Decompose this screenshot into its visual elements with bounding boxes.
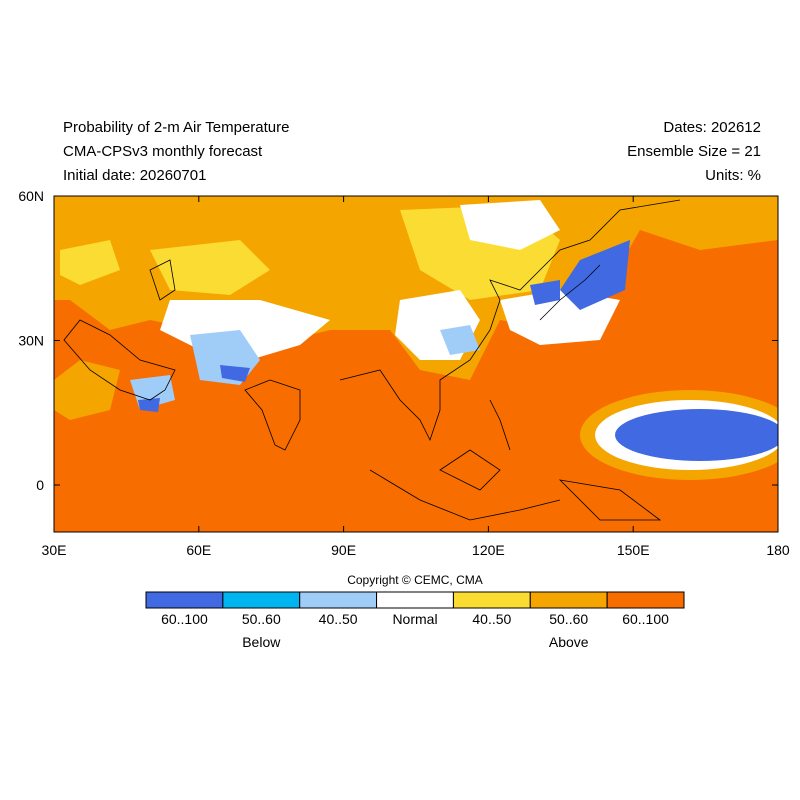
legend-label: 40..50	[319, 611, 358, 627]
map-frame	[53, 195, 779, 533]
legend-swatch	[299, 591, 378, 609]
legend-swatch	[376, 591, 454, 609]
legend-group: Above	[549, 634, 589, 650]
legend-label: 60..100	[161, 611, 208, 627]
legend-label: 50..60	[242, 611, 281, 627]
y-tick-label: 0	[36, 477, 44, 493]
y-tick-label: 60N	[18, 188, 44, 204]
legend-swatch	[222, 591, 301, 609]
copyright: Copyright © CEMC, CMA	[347, 573, 483, 587]
map-field	[54, 196, 778, 532]
info-line: Units: %	[705, 167, 761, 184]
x-tick-label: 150E	[617, 542, 650, 558]
legend-swatch	[606, 591, 685, 609]
y-tick-label: 30N	[18, 333, 44, 349]
info-line: Dates: 202612	[663, 119, 761, 136]
x-tick-label: 120E	[472, 542, 505, 558]
legend-label: 60..100	[622, 611, 669, 627]
title-line: CMA-CPSv3 monthly forecast	[63, 143, 263, 160]
legend-label: 50..60	[549, 611, 588, 627]
legend-swatch	[452, 591, 531, 609]
title-line: Initial date: 20260701	[63, 167, 206, 184]
legend-swatch	[529, 591, 608, 609]
x-tick-label: 90E	[331, 542, 356, 558]
legend-label: 40..50	[472, 611, 511, 627]
x-tick-label: 180	[766, 542, 790, 558]
legend-group: Below	[242, 634, 281, 650]
x-tick-label: 30E	[42, 542, 67, 558]
info-line: Ensemble Size = 21	[627, 143, 761, 160]
title-line: Probability of 2-m Air Temperature	[63, 119, 290, 136]
x-tick-label: 60E	[186, 542, 211, 558]
legend-swatch	[145, 591, 224, 609]
legend-label: Normal	[392, 611, 437, 627]
